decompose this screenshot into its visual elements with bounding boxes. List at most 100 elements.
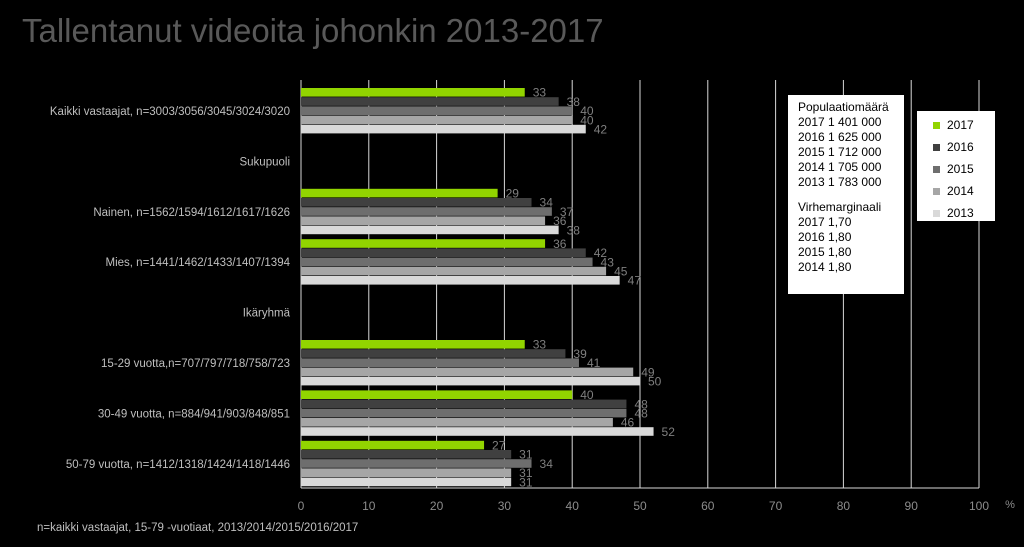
margin-row: 2014 1,80 (798, 260, 852, 274)
bar (301, 97, 559, 106)
bar (301, 88, 525, 97)
bar (301, 408, 627, 418)
margin-row: 2016 1,80 (798, 230, 852, 244)
legend-swatch (933, 121, 940, 129)
bar (301, 418, 613, 427)
category-label: Kaikki vastaajat, n=3003/3056/3045/3024/… (50, 106, 290, 118)
data-label: 27 (492, 439, 506, 453)
bar (301, 340, 525, 349)
population-row: 2017 1 401 000 (798, 115, 882, 129)
chart-title: Tallentanut videoita johonkin 2013-2017 (22, 12, 604, 49)
x-tick-label: 10 (362, 499, 376, 513)
bar (301, 124, 586, 134)
data-label: 40 (580, 113, 594, 127)
data-label: 38 (567, 223, 581, 237)
legend-item: 2014 (933, 180, 995, 202)
data-label: 34 (540, 196, 554, 210)
population-info-box: Populaatiomäärä 2017 1 401 000 2016 1 62… (788, 95, 904, 294)
bar (301, 207, 552, 216)
data-label: 52 (662, 425, 676, 439)
x-tick-label: 20 (430, 499, 444, 513)
data-label: 46 (621, 416, 635, 430)
bar (301, 115, 573, 125)
data-label: 33 (533, 338, 547, 352)
data-label: 48 (634, 397, 648, 411)
data-label: 29 (506, 187, 520, 201)
bar (301, 106, 573, 115)
footnote: n=kaikki vastaajat, 15-79 -vuotiaat, 201… (37, 522, 359, 534)
bar (301, 376, 640, 386)
legend-label: 2017 (947, 117, 974, 132)
category-label: Mies, n=1441/1462/1433/1407/1394 (106, 257, 291, 269)
x-tick-label: 100 (969, 499, 989, 513)
bar (301, 188, 498, 198)
x-unit-label: % (1005, 499, 1015, 511)
data-label: 34 (540, 457, 554, 471)
category-label: Ikäryhmä (243, 308, 291, 320)
population-row: 2016 1 625 000 (798, 130, 882, 144)
x-tick-label: 40 (566, 499, 580, 513)
bar (301, 459, 532, 468)
data-label: 42 (594, 123, 608, 137)
legend-label: 2014 (947, 183, 974, 198)
data-label: 39 (573, 347, 587, 361)
bar (301, 257, 593, 267)
x-tick-label: 30 (498, 499, 512, 513)
data-label: 45 (614, 265, 628, 279)
population-heading: Populaatiomäärä (798, 100, 889, 114)
legend-swatch (933, 143, 940, 151)
legend-swatch (933, 165, 940, 173)
bar (301, 390, 573, 399)
legend-item: 2016 (933, 136, 995, 158)
legend-item: 2015 (933, 158, 995, 180)
margin-heading: Virhemarginaali (798, 200, 882, 214)
legend-label: 2013 (947, 205, 974, 220)
population-row: 2015 1 712 000 (798, 145, 882, 159)
bar (301, 266, 607, 276)
data-label: 40 (580, 388, 594, 402)
bar (301, 440, 485, 450)
bar (301, 468, 512, 477)
x-tick-label: 70 (769, 499, 783, 513)
data-label: 48 (634, 407, 648, 421)
data-label: 31 (519, 448, 533, 462)
data-label: 36 (553, 237, 567, 251)
data-label: 31 (519, 475, 533, 489)
x-tick-label: 60 (701, 499, 715, 513)
data-label: 33 (533, 86, 547, 100)
legend-swatch (933, 187, 940, 195)
margin-row: 2015 1,80 (798, 245, 852, 259)
bar (301, 477, 512, 487)
data-label: 41 (587, 356, 601, 370)
bar (301, 225, 559, 235)
bar (301, 239, 546, 248)
category-label: Sukupuoli (239, 156, 290, 168)
category-label: Nainen, n=1562/1594/1612/1617/1626 (93, 207, 290, 219)
legend-swatch (933, 209, 940, 217)
bar (301, 349, 566, 358)
category-label: 30-49 vuotta, n=884/941/903/848/851 (98, 408, 290, 420)
x-tick-label: 80 (837, 499, 851, 513)
category-label: 15-29 vuotta,n=707/797/718/758/723 (101, 358, 290, 370)
population-row: 2014 1 705 000 (798, 160, 882, 174)
legend-label: 2015 (947, 161, 974, 176)
chart-legend: 2017 2016 2015 2014 2013 (917, 111, 995, 221)
x-tick-label: 50 (633, 499, 647, 513)
population-row: 2013 1 783 000 (798, 175, 882, 189)
x-tick-label: 0 (298, 499, 305, 513)
x-tick-label: 90 (905, 499, 919, 513)
data-label: 31 (519, 466, 533, 480)
data-label: 43 (601, 255, 615, 269)
margin-row: 2017 1,70 (798, 215, 852, 229)
data-label: 50 (648, 375, 662, 389)
bar (301, 367, 634, 377)
bar (301, 399, 627, 409)
bar (301, 276, 620, 285)
legend-item: 2013 (933, 202, 995, 224)
category-label: 50-79 vuotta, n=1412/1318/1424/1418/1446 (66, 459, 290, 471)
bar (301, 248, 586, 257)
data-label: 47 (628, 274, 642, 288)
bar (301, 427, 654, 436)
data-label: 37 (560, 205, 574, 219)
